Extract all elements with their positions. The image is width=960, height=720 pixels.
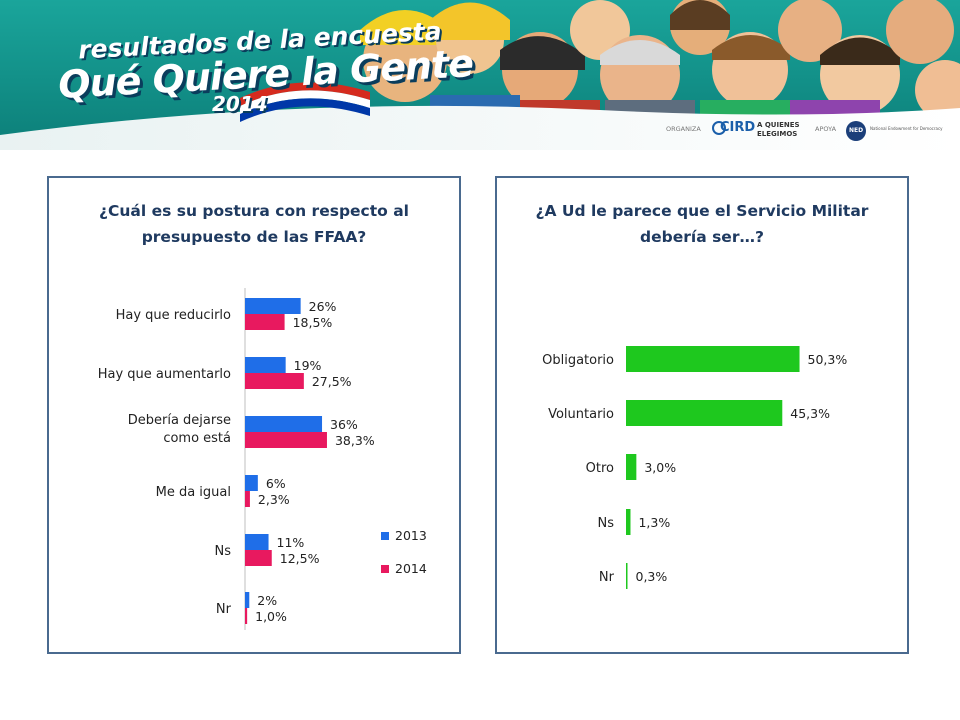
legend-swatch-2014 — [381, 565, 389, 573]
chart-panel-military-service: ¿A Ud le parece que el Servicio Militar … — [495, 176, 909, 654]
bar-2014 — [245, 314, 285, 330]
category-label: Hay que reducirlo — [116, 308, 231, 323]
data-label: 2,3% — [258, 492, 290, 507]
data-label: 45,3% — [790, 406, 830, 421]
data-label: 26% — [309, 299, 337, 314]
bar — [626, 400, 783, 426]
cird-logo-text: CIRD — [720, 120, 756, 135]
ned-logo-icon — [846, 121, 866, 141]
bar — [626, 509, 631, 535]
bar-2014 — [245, 373, 304, 389]
category-label: Ns — [598, 516, 615, 531]
bar-chart-ffaa-budget: Hay que reducirlo 26%18,5% Hay que aumenta… — [98, 288, 427, 630]
category-label: Debería dejarse como está — [128, 413, 231, 446]
cird-logo-icon — [712, 121, 726, 135]
category-label: Nr — [216, 602, 232, 617]
aquienes-logo-line1: A QUIENES — [757, 121, 800, 129]
apoya-label: APOYA — [815, 125, 837, 133]
data-label: 6% — [266, 476, 286, 491]
legend-swatch-2013 — [381, 532, 389, 540]
header-banner: resultados de la encuesta Qué Quiere la … — [0, 0, 960, 150]
data-label: 1,3% — [638, 515, 670, 530]
bar — [626, 454, 637, 480]
bar-2013 — [245, 534, 269, 550]
bar-2014 — [245, 550, 272, 566]
bar-2013 — [245, 298, 301, 314]
banner-art — [0, 0, 960, 150]
bar-2014 — [245, 491, 250, 507]
chart-panel-ffaa-budget: ¿Cuál es su postura con respecto al pres… — [47, 176, 461, 654]
organiza-label: ORGANIZA — [666, 125, 701, 133]
data-label: 18,5% — [293, 315, 333, 330]
ned-logo-subtext: National Endowment for Democracy — [870, 126, 943, 131]
category-label: Obligatorio — [542, 353, 614, 368]
bar-2014 — [245, 608, 248, 624]
data-label: 0,3% — [636, 569, 668, 584]
data-label: 36% — [330, 417, 358, 432]
data-label: 27,5% — [312, 374, 352, 389]
category-label: Voluntario — [548, 407, 614, 422]
flag-ribbon-icon — [240, 82, 370, 122]
category-label: Me da igual — [156, 485, 231, 500]
category-label: Ns — [215, 544, 232, 559]
category-label: Otro — [586, 461, 614, 476]
bar — [626, 346, 800, 372]
aquienes-logo-line2: ELEGIMOS — [757, 130, 798, 138]
bar-2013 — [245, 357, 286, 373]
data-label: 38,3% — [335, 433, 375, 448]
data-label: 19% — [294, 358, 322, 373]
sponsors-row: ORGANIZA CIRD A QUIENES ELEGIMOS APOYA N… — [660, 118, 960, 148]
ned-logo-text: NED — [849, 127, 864, 134]
data-label: 2% — [257, 593, 277, 608]
bar — [626, 563, 628, 589]
data-label: 50,3% — [808, 352, 848, 367]
category-label: Nr — [599, 570, 615, 585]
banner-year: 2014 — [212, 92, 268, 116]
bar-2014 — [245, 432, 327, 448]
chart-title: ¿A Ud le parece que el Servicio Militar … — [535, 202, 869, 246]
category-label: Hay que aumentarlo — [98, 367, 231, 382]
data-label: 1,0% — [255, 609, 287, 624]
bar-chart-military-service: Obligatorio 50,3% Voluntario 45,3% Otro 3,0% N… — [542, 346, 848, 589]
bar-2013 — [245, 416, 323, 432]
bar-2013 — [245, 475, 258, 491]
bar-2013 — [245, 592, 250, 608]
data-label: 11% — [277, 535, 305, 550]
legend-label: 2014 — [395, 561, 427, 576]
chart-title: ¿Cuál es su postura con respecto al pres… — [99, 202, 409, 246]
data-label: 3,0% — [644, 460, 676, 475]
legend-label: 2013 — [395, 528, 427, 543]
data-label: 12,5% — [280, 551, 320, 566]
